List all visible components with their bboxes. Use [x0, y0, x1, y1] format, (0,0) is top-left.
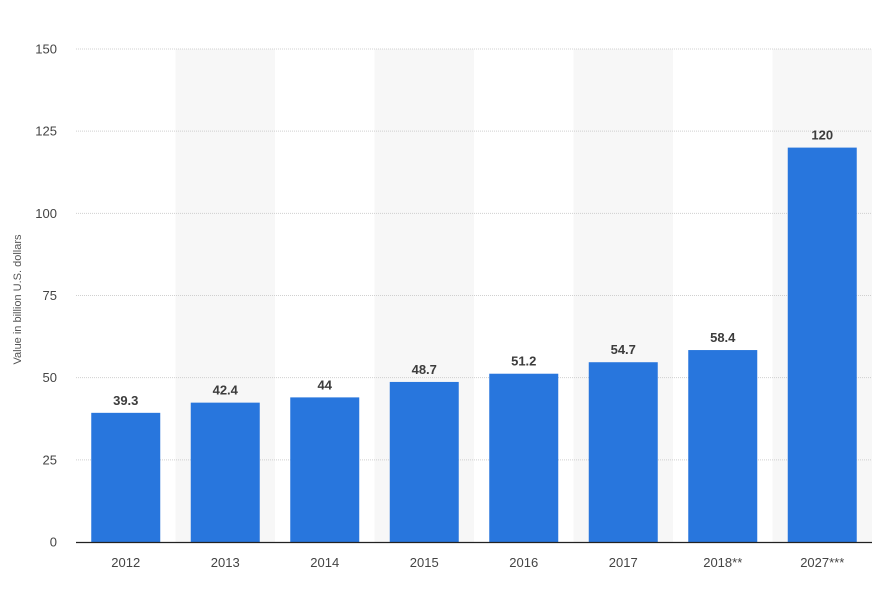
y-tick-label-0: 0	[50, 535, 57, 550]
y-tick-label-75: 75	[43, 288, 57, 303]
value-label-2027***: 120	[811, 128, 833, 143]
bar-2027***	[787, 147, 857, 542]
y-tick-label-125: 125	[35, 124, 57, 139]
value-label-2017: 54.7	[611, 342, 636, 357]
bar-2018**	[688, 350, 758, 542]
value-label-2018**: 58.4	[710, 330, 736, 345]
x-tick-label-2017: 2017	[609, 555, 638, 570]
bar-2012	[91, 412, 161, 542]
x-tick-label-2014: 2014	[310, 555, 339, 570]
bar-2015	[389, 381, 459, 542]
bar-2017	[588, 362, 658, 542]
y-axis-title: Value in billion U.S. dollars	[12, 234, 24, 365]
bars	[91, 147, 857, 542]
bar-2014	[290, 397, 360, 542]
y-tick-label-150: 150	[35, 42, 57, 57]
y-axis-ticks: 0 25 50 75 100 125 150	[35, 42, 57, 550]
value-label-2014: 44	[318, 377, 333, 392]
x-axis-ticks: 2012 2013 2014 2015 2016 2017 2018** 2027***	[111, 555, 844, 570]
value-labels: 39.3 42.4 44 48.7 51.2 54.7 58.4 120	[113, 128, 833, 408]
value-label-2016: 51.2	[511, 354, 536, 369]
x-tick-label-2013: 2013	[211, 555, 240, 570]
y-tick-label-50: 50	[43, 370, 57, 385]
x-tick-label-2018**: 2018**	[703, 555, 742, 570]
value-label-2015: 48.7	[412, 362, 437, 377]
value-label-2013: 42.4	[213, 383, 239, 398]
y-tick-label-25: 25	[43, 452, 57, 467]
x-tick-label-2016: 2016	[509, 555, 538, 570]
x-tick-label-2027***: 2027***	[800, 555, 844, 570]
y-tick-label-100: 100	[35, 206, 57, 221]
bar-2016	[489, 373, 559, 542]
x-tick-label-2015: 2015	[410, 555, 439, 570]
value-label-2012: 39.3	[113, 393, 138, 408]
bar-2013	[190, 402, 260, 542]
x-tick-label-2012: 2012	[111, 555, 140, 570]
